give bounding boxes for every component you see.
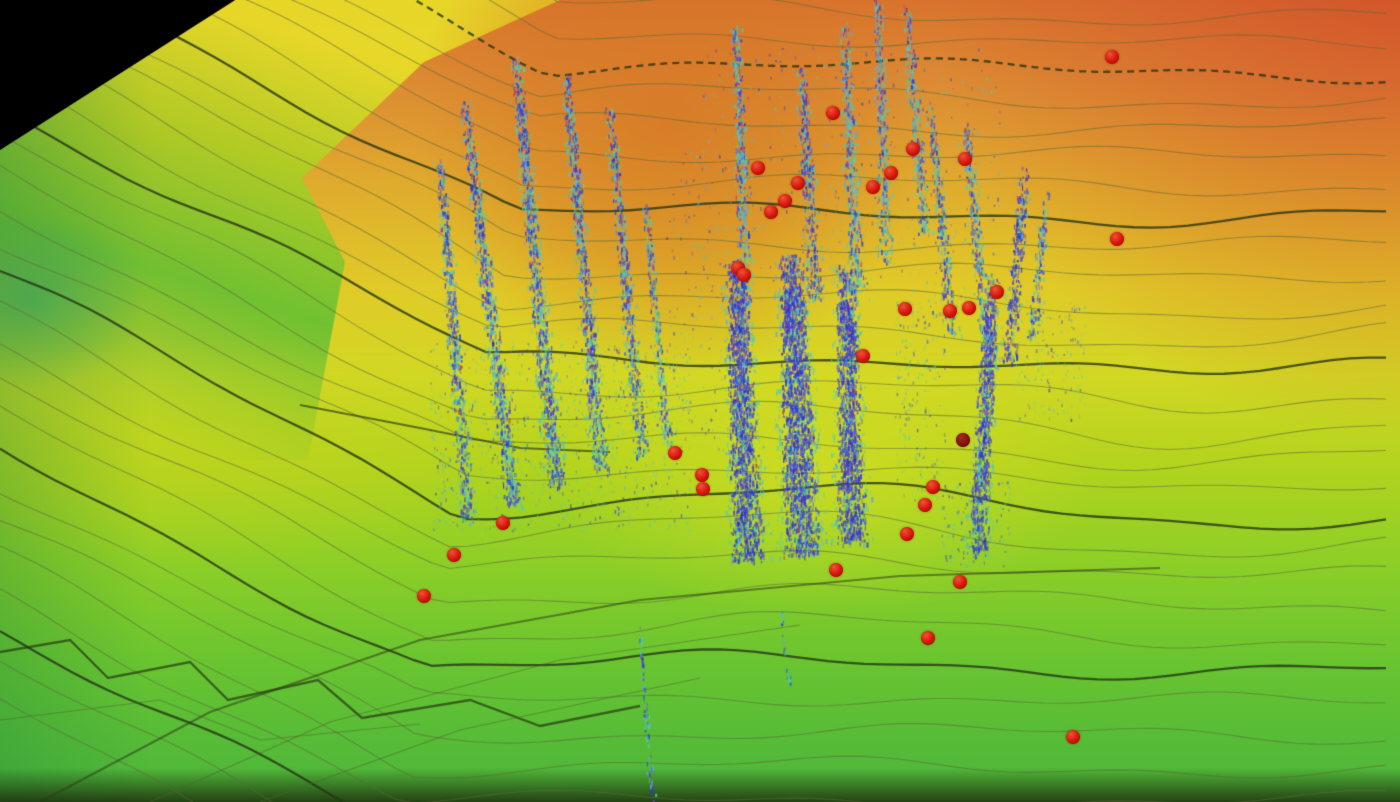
seep-marker[interactable] xyxy=(764,205,778,219)
seep-marker[interactable] xyxy=(958,152,972,166)
seep-marker[interactable] xyxy=(956,433,970,447)
seep-marker[interactable] xyxy=(884,166,898,180)
seep-marker[interactable] xyxy=(695,468,709,482)
seep-marker[interactable] xyxy=(918,498,932,512)
seep-marker[interactable] xyxy=(866,180,880,194)
seep-marker[interactable] xyxy=(668,446,682,460)
seep-marker[interactable] xyxy=(696,482,710,496)
seep-marker[interactable] xyxy=(417,589,431,603)
seep-marker[interactable] xyxy=(496,516,510,530)
seep-marker[interactable] xyxy=(778,194,792,208)
seep-marker[interactable] xyxy=(447,548,461,562)
seep-marker[interactable] xyxy=(829,563,843,577)
seep-marker[interactable] xyxy=(962,301,976,315)
seep-marker[interactable] xyxy=(826,106,840,120)
seep-marker[interactable] xyxy=(921,631,935,645)
seep-marker[interactable] xyxy=(898,302,912,316)
seep-marker[interactable] xyxy=(791,176,805,190)
seep-marker[interactable] xyxy=(856,349,870,363)
seep-marker[interactable] xyxy=(990,285,1004,299)
seep-marker[interactable] xyxy=(1066,730,1080,744)
seep-marker[interactable] xyxy=(943,304,957,318)
seep-marker[interactable] xyxy=(926,480,940,494)
seep-marker[interactable] xyxy=(1110,232,1124,246)
seep-marker[interactable] xyxy=(1105,50,1119,64)
seep-marker[interactable] xyxy=(953,575,967,589)
seep-marker[interactable] xyxy=(906,142,920,156)
seep-marker[interactable] xyxy=(737,268,751,282)
seep-marker[interactable] xyxy=(900,527,914,541)
seep-marker[interactable] xyxy=(751,161,765,175)
